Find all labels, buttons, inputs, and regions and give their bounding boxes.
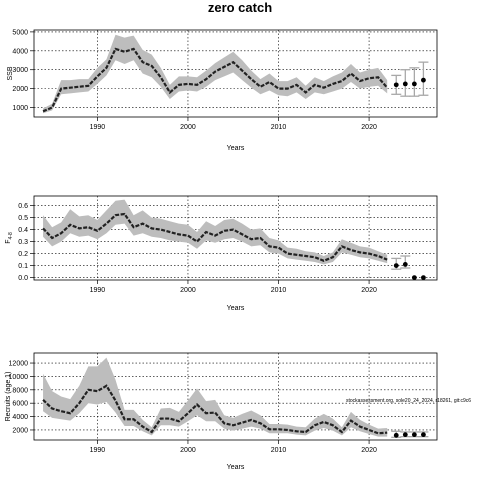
- ssb-ytick-label-4: 5000: [12, 29, 28, 36]
- fbar-confidence-band: [43, 199, 388, 265]
- ssb-confidence-band: [43, 34, 388, 114]
- ssb-panel: 1990 2000 2010 2020 1000 2000 3000 4000 5000 Year…: [7, 29, 438, 152]
- recruits-ytick-label-1: 4000: [12, 414, 28, 421]
- ssb-xtick-label-2000: 2000: [180, 124, 196, 131]
- ssb-projection-point-2024: [402, 81, 408, 87]
- fbar-projection-point-2023: [393, 263, 399, 268]
- ssb-projection-point-2026: [421, 77, 426, 83]
- fbar-ytick-label-2: 0.2: [18, 251, 28, 258]
- recruits-plot-frame: [33, 352, 438, 441]
- fbar-panel: 1990 2000 2010 2020 0.0 0.1 0.2 0.3 0.4 0.5 0.6 Yea…: [5, 195, 438, 312]
- ssb-ytick-label-1: 2000: [12, 86, 28, 93]
- fbar-ytick-label-5: 0.5: [18, 215, 28, 222]
- recruits-estimate-line: [42, 384, 388, 435]
- ssb-xtick-label-2010: 2010: [271, 124, 287, 131]
- ssb-estimate-line: [42, 47, 389, 113]
- fbar-xtick-label-2010: 2010: [271, 287, 287, 294]
- ssb-plot-frame: [33, 29, 438, 118]
- ssb-xtick-label-1990: 1990: [90, 124, 106, 131]
- recruits-ytick-label-5: 12000: [9, 361, 29, 368]
- recruits-xlabel: Years: [227, 464, 245, 471]
- recruits-ytick-label-0: 2000: [12, 427, 28, 434]
- recruits-projection-point-2024: [402, 432, 408, 438]
- recruits-ytick-label-3: 8000: [12, 387, 28, 394]
- ssb-ylabel: SSB: [7, 66, 14, 80]
- fbar-xtick-label-2000: 2000: [180, 287, 196, 294]
- fbar-ytick-label-1: 0.1: [18, 263, 28, 270]
- recruits-xtick-label-2020: 2020: [361, 447, 377, 454]
- fbar-estimate-line: [42, 212, 388, 262]
- fbar-plot-frame: [33, 195, 438, 281]
- fbar-projection-point-2025: [411, 275, 417, 280]
- fbar-ytick-label-4: 0.4: [18, 227, 28, 234]
- recruits-confidence-band: [43, 357, 388, 437]
- fbar-xtick-label-1990: 1990: [90, 287, 106, 294]
- recruits-panel: 1990 2000 2010 2020 2000 4000 6000 8000 10000 120…: [5, 352, 438, 471]
- provenance-note: stockassessment.org, sole20_24_2024, r18…: [346, 398, 471, 404]
- recruits-xtick-label-2000: 2000: [180, 447, 196, 454]
- ssb-xtick-label-2020: 2020: [361, 124, 377, 131]
- ssb-ytick-label-3: 4000: [12, 48, 28, 55]
- ssb-xlabel: Years: [227, 145, 245, 152]
- recruits-projection-point-2023: [393, 432, 399, 438]
- recruits-ytick-label-4: 10000: [9, 374, 29, 381]
- fbar-projection-point-2026: [421, 275, 426, 280]
- fbar-xtick-label-2020: 2020: [361, 287, 377, 294]
- fbar-ytick-label-3: 0.3: [18, 239, 28, 246]
- ssb-projection-point-2025: [411, 81, 417, 87]
- fbar-ytick-label-0: 0.0: [18, 275, 28, 282]
- recruits-ylabel: Recruits (age 1): [5, 372, 12, 422]
- chart-title: zero catch: [208, 0, 272, 15]
- fbar-ytick-label-6: 0.6: [18, 203, 28, 210]
- fbar-ylabel: F4-8: [5, 232, 14, 244]
- recruits-xtick-label-2010: 2010: [271, 447, 287, 454]
- fbar-projection-point-2024: [402, 262, 408, 267]
- ssb-ytick-label-0: 1000: [12, 105, 28, 112]
- recruits-ytick-label-2: 6000: [12, 401, 28, 408]
- ssb-projection-point-2023: [393, 82, 399, 88]
- recruits-projection-point-2026: [421, 432, 426, 438]
- ssb-ytick-label-2: 3000: [12, 67, 28, 74]
- recruits-projection-point-2025: [411, 432, 417, 438]
- fbar-xlabel: Years: [227, 305, 245, 312]
- recruits-xtick-label-1990: 1990: [90, 447, 106, 454]
